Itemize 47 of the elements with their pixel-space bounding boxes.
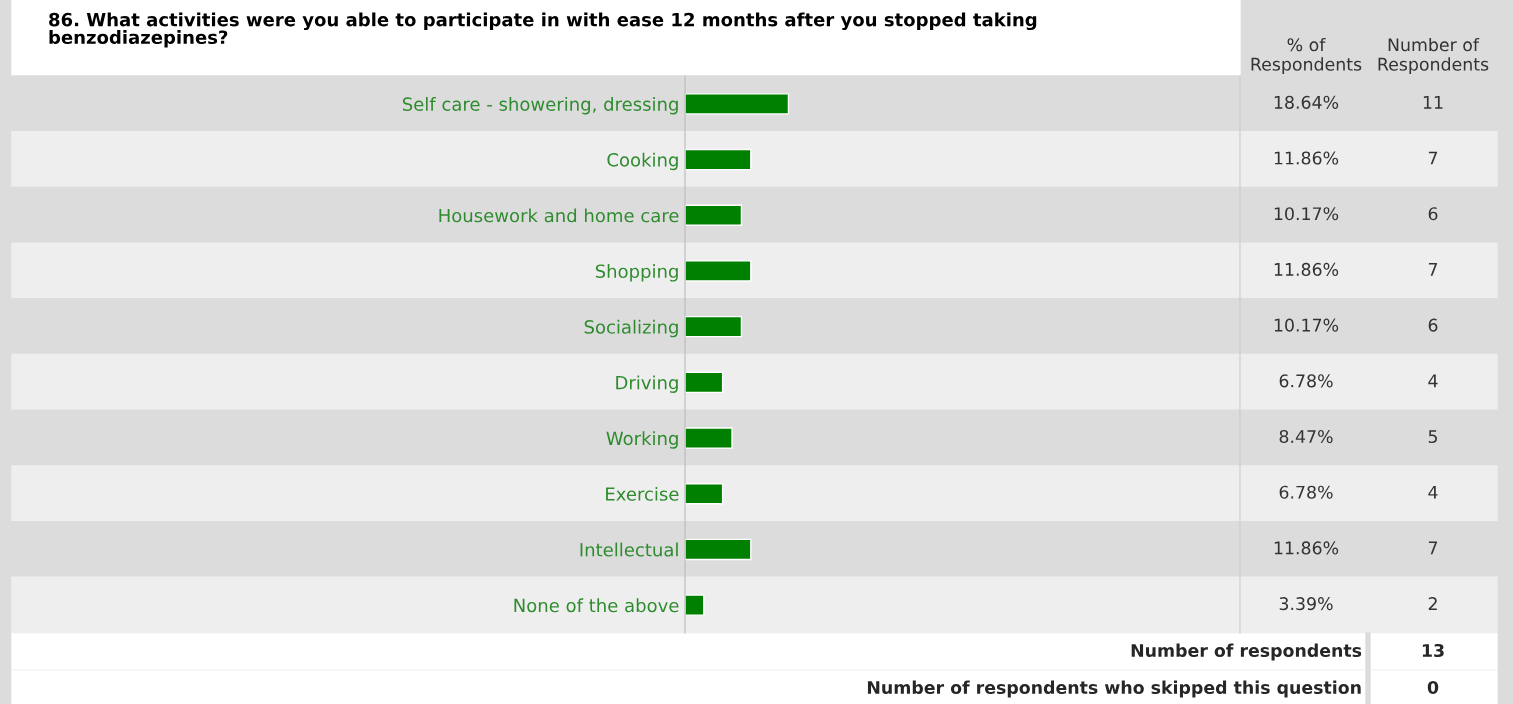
bar: [685, 483, 724, 505]
y-tick-label: None of the above: [514, 598, 679, 613]
data-label: 3.39%: [1279, 597, 1333, 611]
bar: [685, 315, 743, 338]
data-label: 6.78%: [1279, 485, 1333, 499]
bar: [685, 204, 743, 226]
y-tick-label: Shopping: [595, 264, 678, 282]
data-label: 7: [1428, 541, 1438, 555]
y-tick-label: Cooking: [607, 152, 678, 171]
data-label: 18.64%: [1274, 95, 1339, 109]
bar: [685, 427, 733, 449]
bar: [685, 260, 752, 282]
text: Number of Respondents: [1378, 37, 1489, 75]
chart-title: 86. What activities were you able to participate in with ease 12 months after you stopped taking benzodiazepines?: [49, 12, 1037, 48]
data-label: 11: [1423, 95, 1443, 109]
text: 0: [1427, 680, 1439, 695]
data-label: 6: [1428, 318, 1438, 332]
data-label: 11.86%: [1274, 541, 1339, 555]
data-label: 7: [1428, 263, 1438, 276]
bar: [685, 371, 724, 394]
bar: [685, 594, 705, 616]
y-tick-label: Intellectual: [580, 542, 678, 557]
data-label: 11.86%: [1274, 151, 1339, 165]
data-label: 10.17%: [1274, 318, 1339, 332]
y-tick-label: Driving: [616, 375, 678, 393]
data-label: 8.47%: [1279, 429, 1333, 444]
data-label: 10.17%: [1274, 207, 1339, 221]
bar: [685, 93, 790, 115]
data-label: 2: [1428, 597, 1437, 610]
data-label: 4: [1428, 374, 1438, 388]
bar: [685, 148, 752, 171]
data-label: 11.86%: [1274, 262, 1339, 276]
data-label: 6: [1428, 207, 1438, 221]
y-tick-label: Working: [606, 431, 678, 449]
y-tick-label: Self care - showering, dressing: [402, 96, 678, 115]
text: % of Respondents: [1251, 37, 1362, 75]
y-tick-label: Socializing: [584, 319, 678, 338]
bar: [685, 538, 752, 561]
y-tick-label: Exercise: [606, 486, 679, 501]
data-label: 6.78%: [1279, 374, 1333, 388]
text: Number of respondents: [1131, 643, 1362, 661]
data-label: 4: [1428, 485, 1438, 499]
data-label: 7: [1428, 151, 1438, 165]
y-tick-label: Housework and home care: [439, 208, 679, 223]
text: Number of respondents who skipped this question: [867, 680, 1361, 698]
data-label: 5: [1428, 430, 1438, 444]
text: 13: [1422, 643, 1444, 658]
